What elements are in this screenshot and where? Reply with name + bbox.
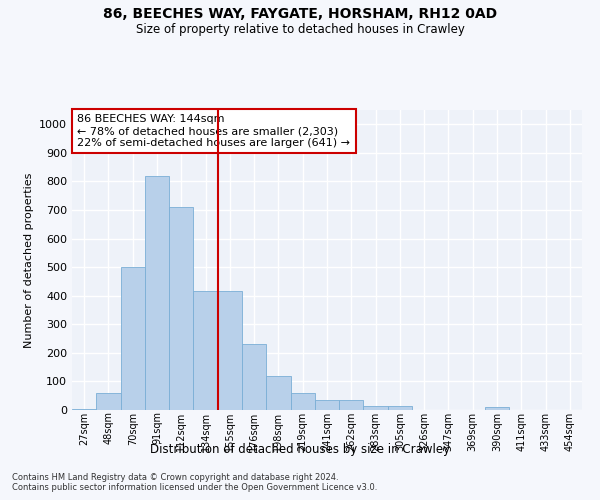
Bar (485, 407, 509, 410)
Bar (72, 408, 96, 410)
Bar (266, 376, 290, 410)
Bar (242, 344, 266, 410)
Text: 86 BEECHES WAY: 144sqm
← 78% of detached houses are smaller (2,303)
22% of semi-: 86 BEECHES WAY: 144sqm ← 78% of detached… (77, 114, 350, 148)
Bar (388, 406, 412, 410)
Bar (339, 400, 364, 410)
Bar (315, 400, 339, 410)
Y-axis label: Number of detached properties: Number of detached properties (23, 172, 34, 348)
Text: 86, BEECHES WAY, FAYGATE, HORSHAM, RH12 0AD: 86, BEECHES WAY, FAYGATE, HORSHAM, RH12 … (103, 8, 497, 22)
Bar (145, 176, 169, 410)
Bar (169, 207, 193, 410)
Bar (121, 267, 145, 410)
Text: Contains HM Land Registry data © Crown copyright and database right 2024.: Contains HM Land Registry data © Crown c… (12, 472, 338, 482)
Text: Distribution of detached houses by size in Crawley: Distribution of detached houses by size … (150, 442, 450, 456)
Text: Size of property relative to detached houses in Crawley: Size of property relative to detached ho… (136, 22, 464, 36)
Bar (364, 406, 388, 410)
Text: Contains public sector information licensed under the Open Government Licence v3: Contains public sector information licen… (12, 482, 377, 492)
Bar (193, 292, 218, 410)
Bar (218, 292, 242, 410)
Bar (290, 393, 315, 410)
Bar (96, 393, 121, 410)
